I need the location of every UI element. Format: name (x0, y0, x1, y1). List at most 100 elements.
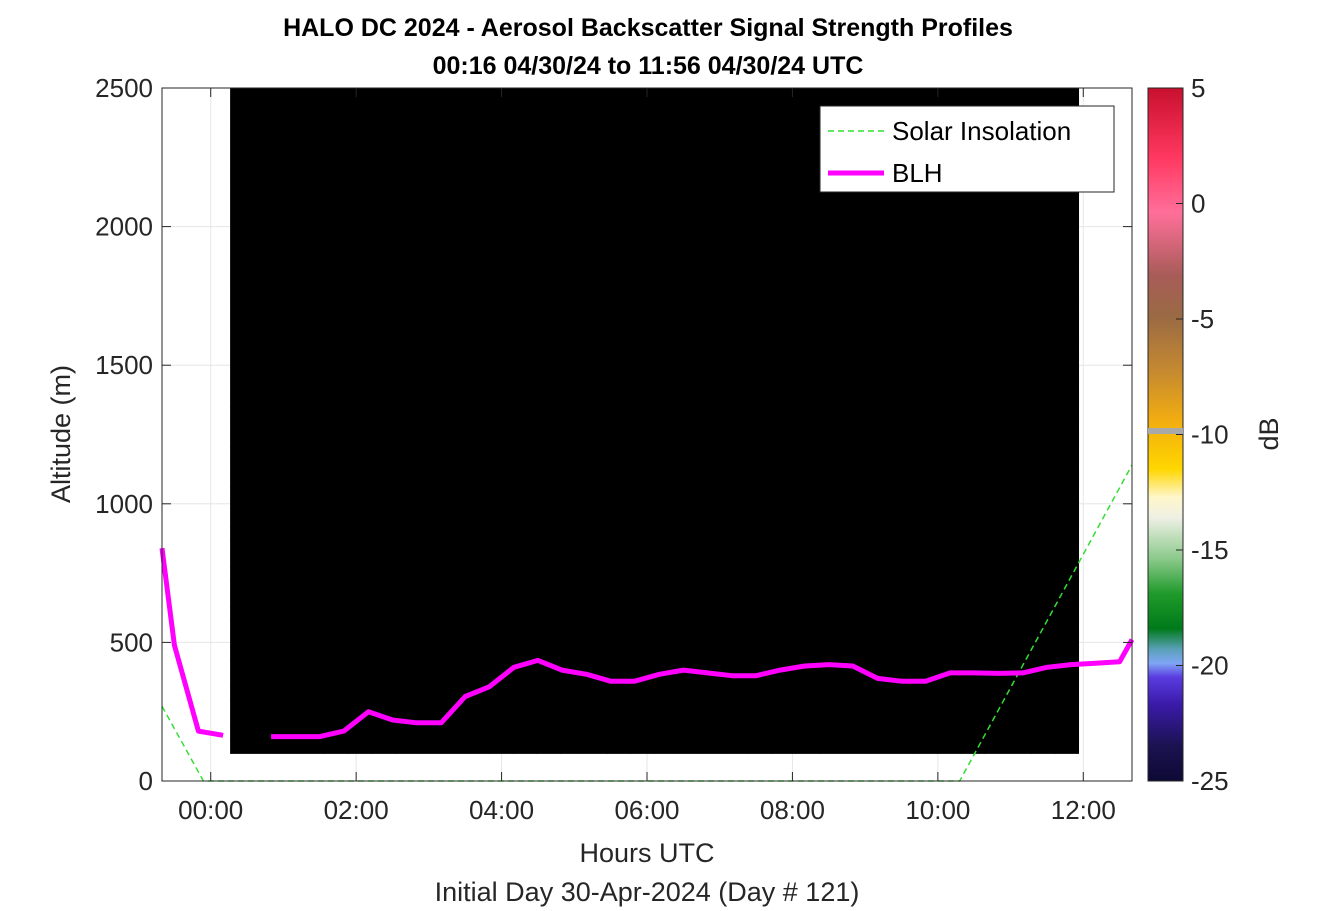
heatmap-cell (866, 713, 891, 728)
heatmap-cell (277, 513, 302, 528)
heatmap-cell (324, 114, 349, 129)
footer-note: Initial Day 30-Apr-2024 (Day # 121) (435, 877, 860, 907)
heatmap-cell (607, 327, 632, 342)
heatmap-cell (489, 553, 514, 568)
heatmap-cell (842, 713, 867, 728)
heatmap-cell (866, 300, 891, 315)
heatmap-cell (772, 726, 797, 741)
heatmap-cell (300, 141, 325, 156)
heatmap-cell (371, 154, 396, 169)
heatmap-cell (560, 726, 585, 741)
heatmap-cell (230, 274, 255, 289)
heatmap-cell (842, 739, 867, 754)
heatmap-cell (536, 673, 561, 688)
heatmap-cell (889, 407, 915, 422)
heatmap-cell (654, 88, 679, 102)
heatmap-cell (489, 713, 514, 728)
heatmap-cell (889, 207, 915, 222)
heatmap-cell (395, 167, 420, 182)
heatmap-cell (583, 114, 608, 129)
heatmap-cell (937, 553, 962, 568)
heatmap-cell (913, 287, 938, 302)
heatmap-cell (465, 340, 490, 355)
heatmap-cell (465, 260, 490, 275)
heatmap-cell (960, 739, 985, 754)
heatmap-cell (512, 380, 538, 395)
heatmap-cell (937, 620, 962, 635)
heatmap-cell (253, 460, 278, 475)
heatmap-cell (819, 207, 844, 222)
heatmap-cell (772, 181, 797, 196)
heatmap-cell (748, 181, 773, 196)
x-tick-label-3: 06:00 (614, 795, 679, 825)
heatmap-cell (300, 407, 325, 422)
heatmap-cell (772, 101, 797, 116)
heatmap-cell (371, 700, 396, 714)
colorbar-ticks: 50-5-10-15-20-25 (1176, 73, 1229, 796)
heatmap-cell (1054, 287, 1080, 302)
heatmap-cell (1054, 340, 1080, 355)
heatmap-cell (677, 207, 702, 222)
blh-line-segment-1 (159, 547, 224, 738)
heatmap-cell (842, 447, 867, 462)
heatmap-cell (560, 327, 585, 342)
heatmap-cell (842, 646, 867, 661)
heatmap-cell (795, 407, 820, 422)
heatmap-cell (654, 194, 679, 209)
heatmap-cell (654, 567, 679, 581)
heatmap-cell (630, 646, 655, 661)
heatmap-cell (347, 287, 373, 302)
x-tick-label-5: 10:00 (905, 795, 970, 825)
heatmap-cell (489, 487, 514, 502)
heatmap-cell (583, 633, 608, 648)
heatmap-cell (748, 620, 773, 635)
heatmap-cell (583, 367, 608, 382)
heatmap-cell (253, 686, 278, 701)
heatmap-cell (324, 420, 349, 435)
heatmap-cell (395, 660, 420, 675)
heatmap-cell (300, 433, 325, 448)
heatmap-cell (489, 513, 514, 528)
heatmap-cell (371, 553, 396, 568)
heatmap-cell (748, 433, 773, 448)
heatmap-cell (795, 606, 820, 621)
heatmap-cell (583, 433, 608, 448)
heatmap-cell (960, 433, 985, 448)
heatmap-cell (324, 101, 349, 116)
heatmap-cell (795, 553, 820, 568)
heatmap-cell (347, 340, 373, 355)
heatmap-cell (230, 154, 255, 169)
heatmap-cell (300, 88, 325, 102)
heatmap-cell (300, 260, 325, 275)
heatmap-cell (371, 620, 396, 635)
heatmap-cell (277, 127, 302, 142)
heatmap-cell (395, 646, 420, 661)
heatmap-cell (465, 433, 490, 448)
heatmap-cell (795, 673, 820, 688)
heatmap-cell (654, 726, 679, 741)
heatmap-cell (583, 260, 608, 275)
heatmap-cell (324, 207, 349, 222)
heatmap-cell (654, 287, 679, 302)
heatmap-cell (1031, 606, 1056, 621)
heatmap-cell (560, 88, 585, 102)
heatmap-cell (607, 739, 632, 754)
heatmap-cell (913, 340, 938, 355)
heatmap-cell (489, 340, 514, 355)
heatmap-cell (489, 580, 514, 595)
heatmap-cell (1007, 314, 1032, 329)
heatmap-cell (1031, 247, 1056, 262)
heatmap-cell (889, 540, 915, 555)
heatmap-cell (701, 114, 726, 129)
heatmap-cell (654, 487, 679, 502)
heatmap-cell (230, 420, 255, 435)
heatmap-cell (984, 327, 1009, 342)
heatmap-cell (418, 221, 443, 235)
heatmap-cell (465, 700, 490, 714)
heatmap-cell (395, 527, 420, 541)
heatmap-cell (512, 300, 538, 315)
heatmap-cell (230, 473, 255, 488)
heatmap-cell (630, 726, 655, 741)
heatmap-cell (842, 726, 867, 741)
heatmap-cell (701, 407, 726, 422)
